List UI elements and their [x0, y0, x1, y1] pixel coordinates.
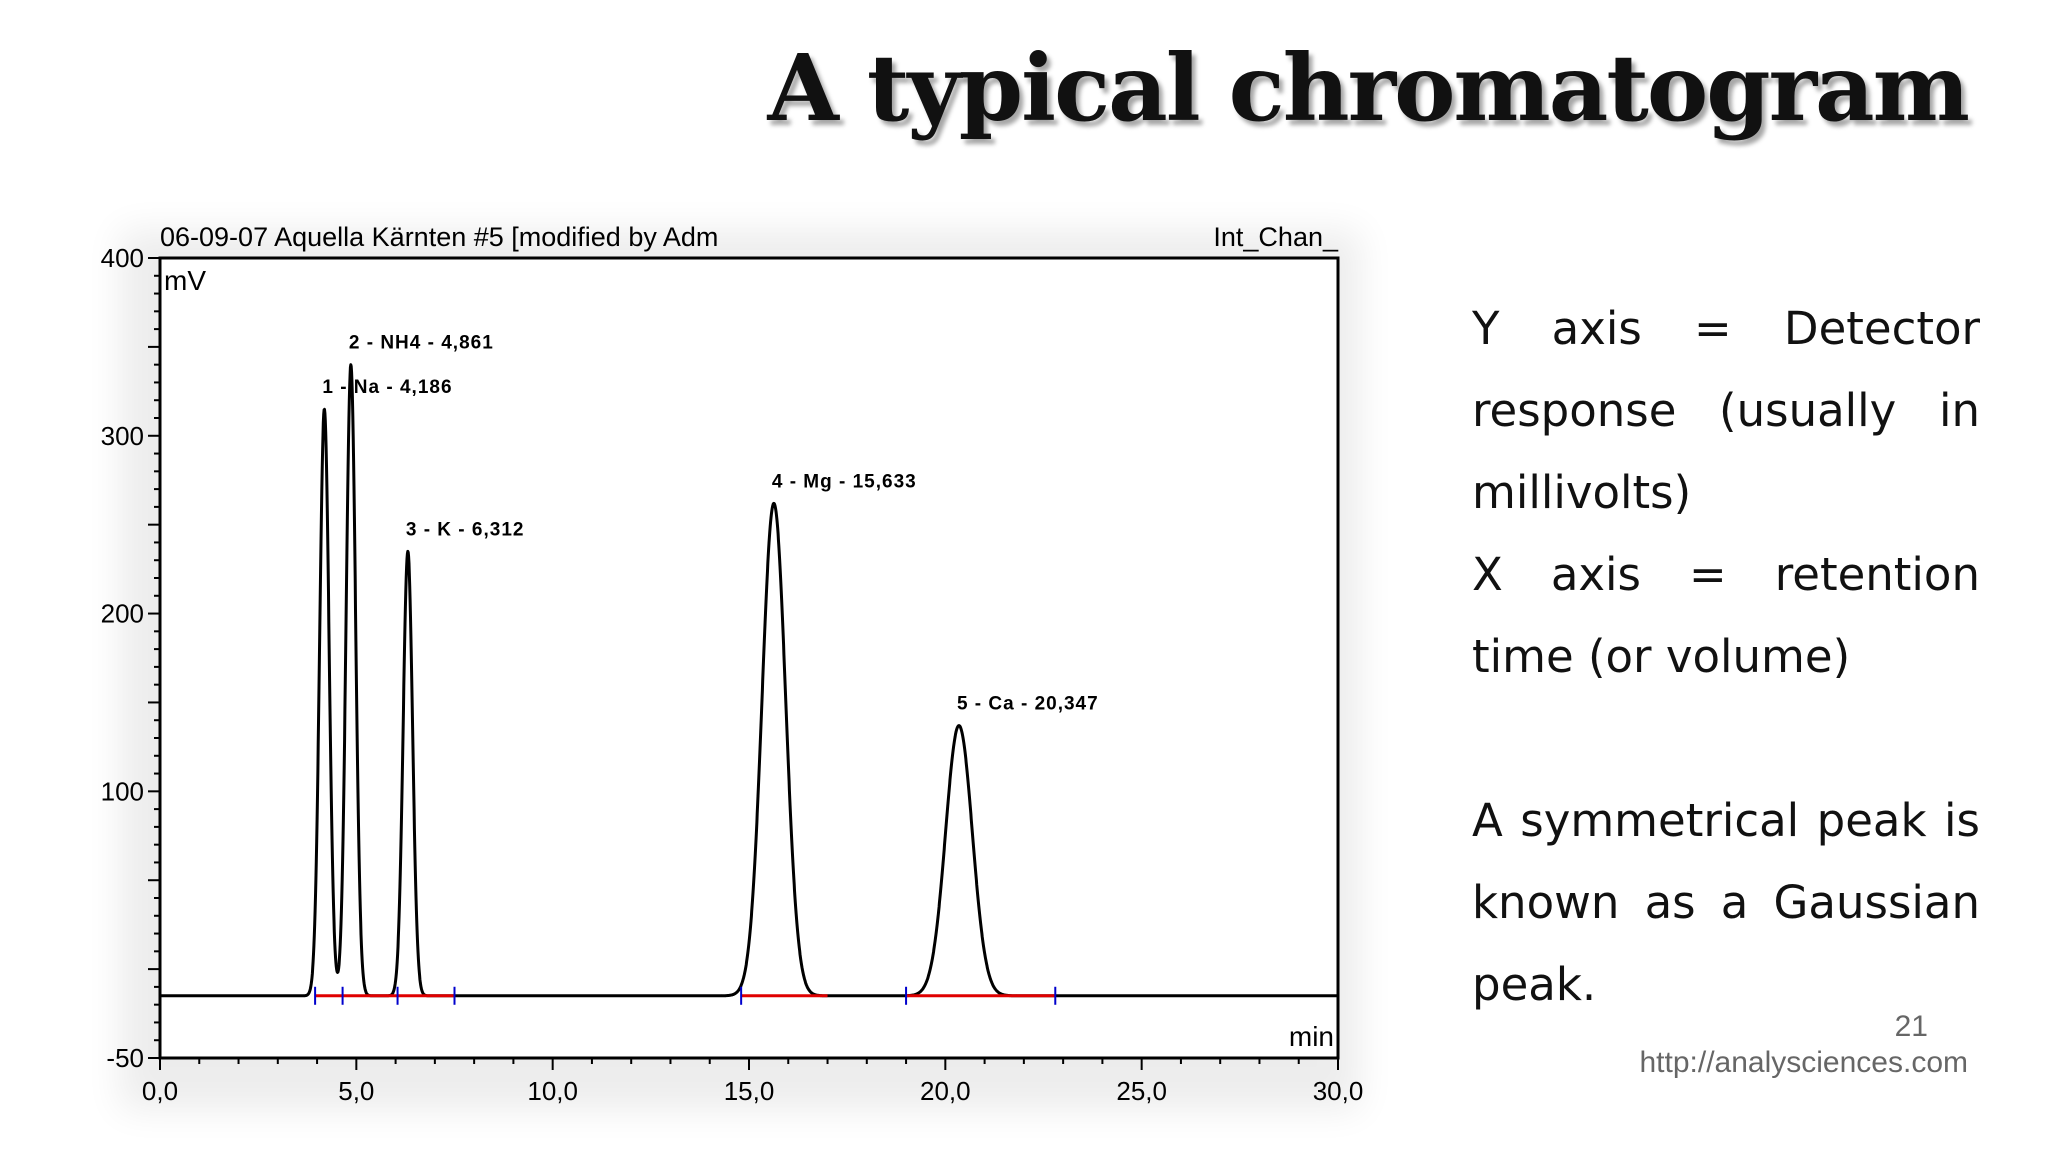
peak-label: 1 - Na - 4,186 — [322, 377, 452, 398]
y-tick-label: -50 — [106, 1043, 144, 1073]
peak-label: 3 - K - 6,312 — [406, 519, 525, 540]
slide-number: 21 — [1894, 1010, 1928, 1043]
y-tick-label: 300 — [101, 421, 144, 451]
chromatogram-trace — [158, 363, 1340, 998]
trace-layer — [158, 363, 1340, 998]
x-tick-label: 15,0 — [724, 1076, 775, 1106]
y-axis: -50 100 200 300 400 — [101, 243, 160, 1073]
x-tick-label: 20,0 — [920, 1076, 971, 1106]
chart-header-right: Int_Chan_ — [1213, 222, 1339, 252]
y-tick-label: 400 — [101, 243, 144, 273]
notes-spacer — [1472, 698, 1980, 780]
peak-label: 5 - Ca - 20,347 — [957, 694, 1099, 715]
x-tick-label: 5,0 — [338, 1076, 374, 1106]
x-tick-label: 0,0 — [142, 1076, 178, 1106]
y-axis-note: Y axis = Detector response (usually in m… — [1472, 302, 1980, 519]
source-url: http://analysciences.com — [1639, 1046, 1969, 1079]
chart-header-left: 06-09-07 Aquella Kärnten #5 [modified by… — [160, 222, 718, 252]
x-tick-label: 25,0 — [1116, 1076, 1167, 1106]
peak-label-layer: 1 - Na - 4,186 2 - NH4 - 4,861 3 - K - 6,3… — [322, 333, 1099, 715]
gaussian-note: A symmetrical peak is known as a Gaussia… — [1472, 794, 1980, 1011]
x-axis-note: X axis = retention time (or volume) — [1472, 548, 1980, 683]
y-tick-label: 100 — [101, 776, 144, 806]
integration-layer — [314, 986, 1057, 1005]
slide-title: A typical chromatogram — [767, 34, 1970, 142]
x-axis: 0,0 5,0 10,0 15,0 20,0 25,0 30,0 — [142, 1058, 1363, 1106]
x-tick-label: 10,0 — [527, 1076, 578, 1106]
explanation-notes: Y axis = Detector response (usually in m… — [1472, 288, 1980, 1026]
y-tick-label: 200 — [101, 599, 144, 629]
y-axis-unit-label: mV — [164, 265, 206, 296]
x-axis-unit-label: min — [1289, 1021, 1334, 1052]
peak-label: 4 - Mg - 15,633 — [772, 471, 917, 492]
x-tick-label: 30,0 — [1313, 1076, 1364, 1106]
peak-label: 2 - NH4 - 4,861 — [349, 333, 494, 354]
